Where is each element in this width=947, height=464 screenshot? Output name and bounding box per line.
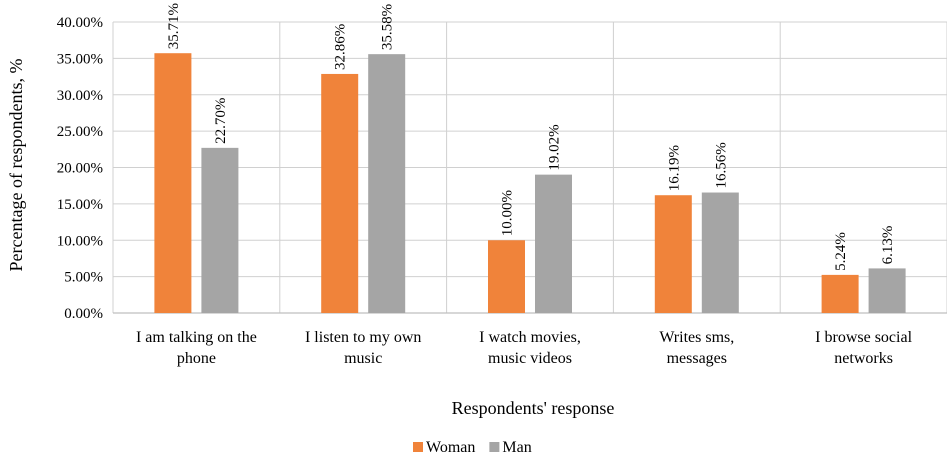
data-labels: 35.71% 22.70% 32.86% 35.58% 10.00% 19.02% 16.1… — [166, 3, 896, 271]
x-category-label: phone — [177, 350, 216, 367]
x-axis-title: Respondents' response — [452, 398, 615, 418]
x-category-label: messages — [667, 350, 727, 367]
legend-swatch-woman — [413, 442, 423, 452]
y-axis-title: Percentage of respondents, % — [6, 59, 26, 272]
data-label: 32.86% — [333, 24, 349, 70]
y-tick-label: 10.00% — [57, 233, 103, 249]
gridlines — [112, 21, 947, 314]
legend: Woman Man — [413, 439, 532, 456]
legend-label-man: Man — [502, 439, 531, 456]
y-tick-label: 35.00% — [57, 51, 103, 67]
bar-woman — [821, 274, 859, 313]
y-tick-label: 40.00% — [57, 15, 103, 31]
bars — [154, 53, 906, 314]
data-label: 22.70% — [213, 98, 229, 144]
x-category-label: I am talking on the — [136, 329, 257, 346]
data-label: 35.58% — [380, 4, 396, 50]
y-tick-label: 15.00% — [57, 197, 103, 213]
data-label: 5.24% — [833, 232, 849, 271]
x-category-label: I listen to my own — [305, 329, 421, 346]
x-category-label: music — [344, 350, 382, 367]
data-label: 6.13% — [880, 226, 896, 265]
bar-man — [535, 174, 572, 313]
y-tick-label: 0.00% — [64, 306, 103, 322]
data-label: 19.02% — [547, 124, 563, 170]
x-category-label: I watch movies, — [479, 329, 581, 346]
bar-man — [201, 147, 239, 313]
bar-man — [701, 192, 739, 313]
x-category-label: Writes sms, — [659, 329, 734, 346]
data-label: 10.00% — [500, 190, 516, 236]
data-label: 35.71% — [166, 3, 182, 49]
bar-man — [368, 54, 406, 314]
bar-woman — [321, 73, 359, 313]
x-category-label: I browse social — [815, 329, 912, 346]
x-category-label: networks — [834, 350, 893, 367]
bar-woman — [154, 53, 192, 314]
bar-man — [868, 268, 906, 313]
y-tick-label: 20.00% — [57, 161, 103, 177]
legend-label-woman: Woman — [426, 439, 475, 456]
y-tick-labels: 0.00% 5.00% 10.00% 15.00% 20.00% 25.00% 30.00%… — [57, 15, 103, 322]
bar-woman — [488, 240, 525, 313]
y-tick-label: 30.00% — [57, 88, 103, 104]
x-category-labels: I am talking on the phone I listen to my o… — [136, 329, 913, 367]
x-category-label: music videos — [488, 350, 572, 367]
legend-swatch-man — [489, 442, 500, 452]
data-label: 16.56% — [713, 142, 729, 188]
data-label: 16.19% — [666, 145, 682, 191]
y-tick-label: 25.00% — [57, 124, 103, 140]
bar-woman — [654, 195, 692, 313]
y-tick-label: 5.00% — [64, 270, 103, 286]
